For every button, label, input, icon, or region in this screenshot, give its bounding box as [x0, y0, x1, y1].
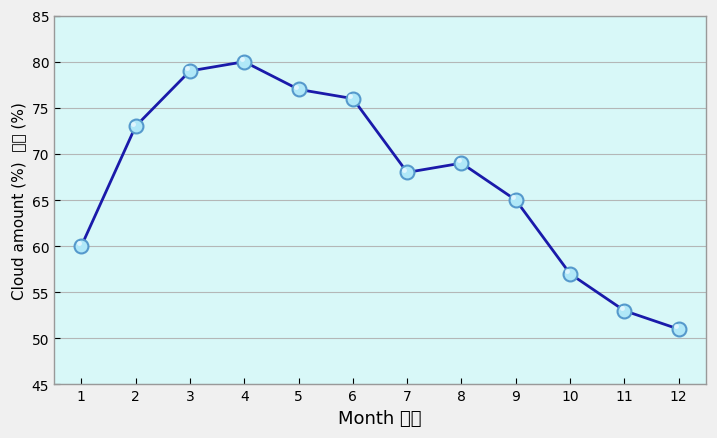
- X-axis label: Month 月份: Month 月份: [338, 409, 422, 427]
- Y-axis label: Cloud amount (%)  雲量 (%): Cloud amount (%) 雲量 (%): [11, 102, 26, 299]
